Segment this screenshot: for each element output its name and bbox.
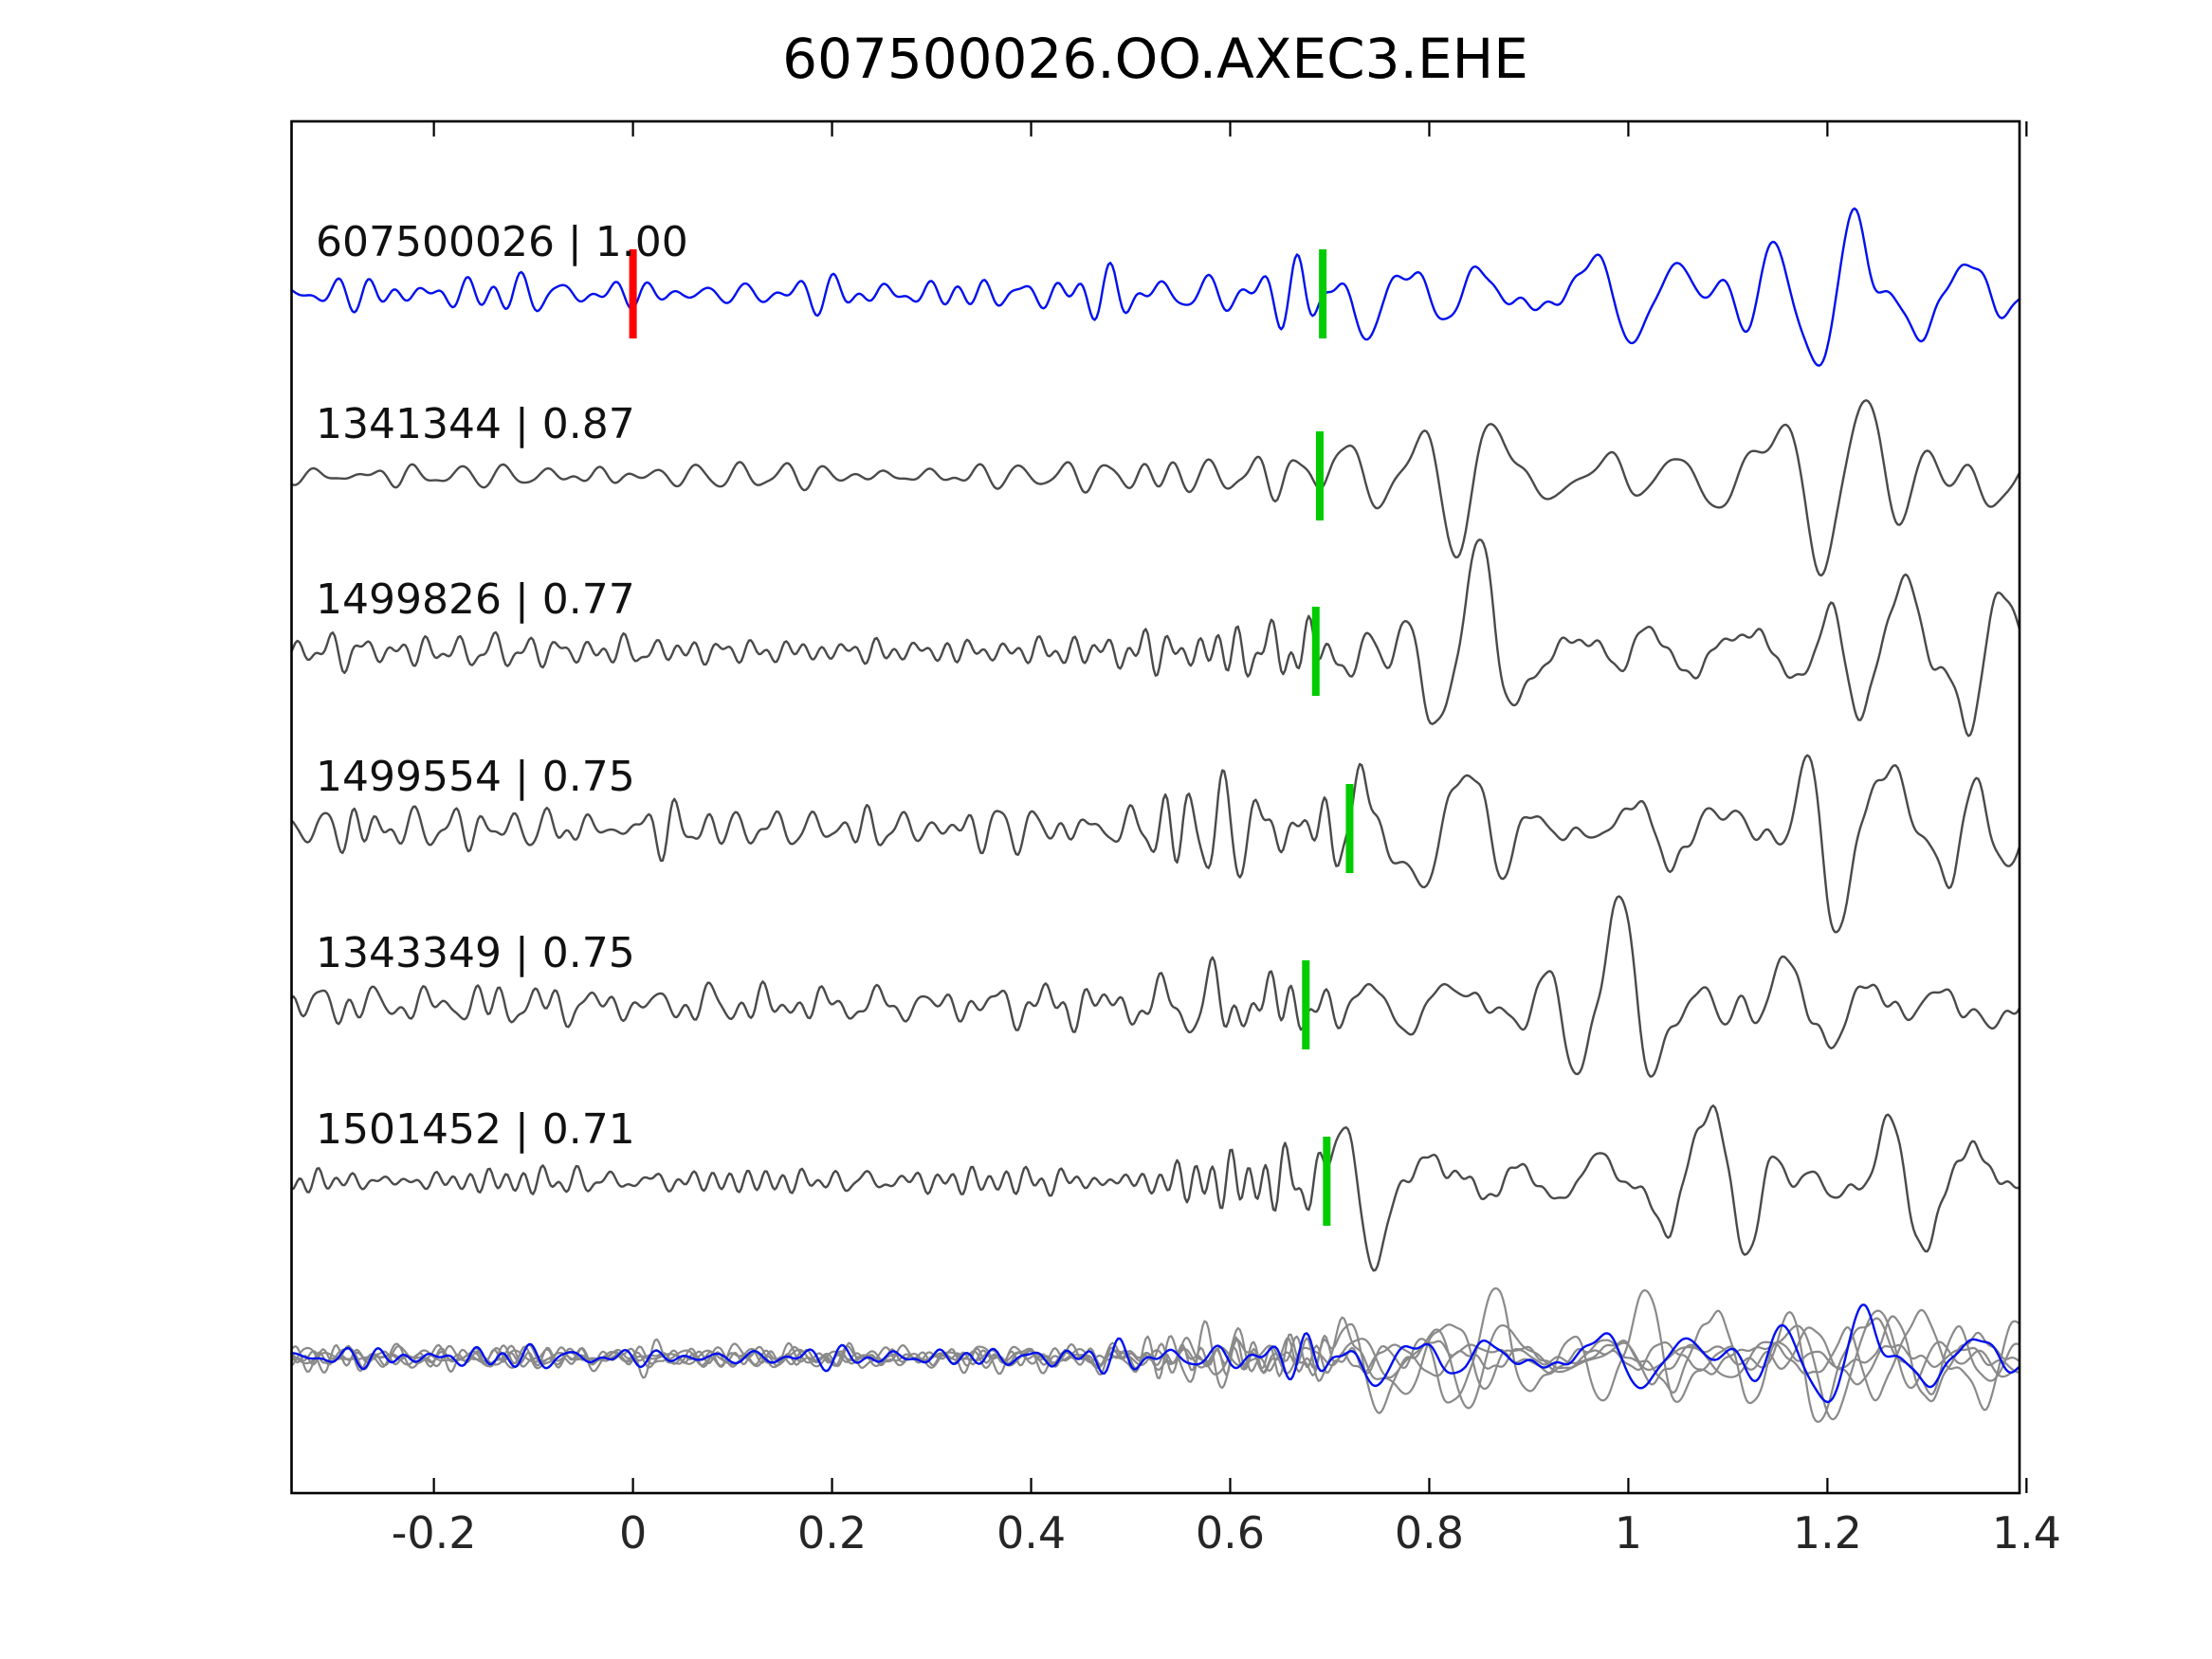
waveform-trace-1499826 — [290, 538, 2021, 738]
overlay-trace-1499554 — [290, 1311, 2021, 1423]
x-tick-label: 0.4 — [996, 1507, 1066, 1559]
trace-label-607500026: 607500026 | 1.00 — [316, 218, 688, 266]
x-tick-label: 1.2 — [1793, 1507, 1862, 1559]
waveform-trace-607500026 — [290, 207, 2021, 367]
trace-label-1499554: 1499554 | 0.75 — [316, 753, 635, 801]
trace-label-1343349: 1343349 | 0.75 — [316, 929, 635, 977]
trace-label-1499826: 1499826 | 0.77 — [316, 575, 635, 624]
overlay-trace-607500026 — [290, 1304, 2021, 1404]
x-tick-label: 0.6 — [1196, 1507, 1265, 1559]
x-tick-label: 0 — [619, 1507, 647, 1559]
plot-background — [291, 121, 2020, 1493]
x-tick-label: -0.2 — [392, 1507, 477, 1559]
chart-title: 607500026.OO.AXEC3.EHE — [782, 27, 1528, 91]
x-tick-label: 1 — [1615, 1507, 1642, 1559]
x-tick-label: 1.4 — [1992, 1507, 2061, 1559]
waveform-trace-1341344 — [290, 399, 2021, 577]
x-tick-label: 0.8 — [1395, 1507, 1464, 1559]
trace-label-1501452: 1501452 | 0.71 — [316, 1105, 635, 1154]
waveform-trace-1499554 — [290, 754, 2021, 934]
x-tick-label: 0.2 — [797, 1507, 867, 1559]
plot-border — [290, 119, 2021, 1495]
waveform-trace-1343349 — [290, 895, 2021, 1078]
waveform-trace-1501452 — [290, 1104, 2021, 1272]
overlay-trace-1501452 — [290, 1309, 2021, 1414]
trace-label-1341344: 1341344 | 0.87 — [316, 400, 635, 448]
